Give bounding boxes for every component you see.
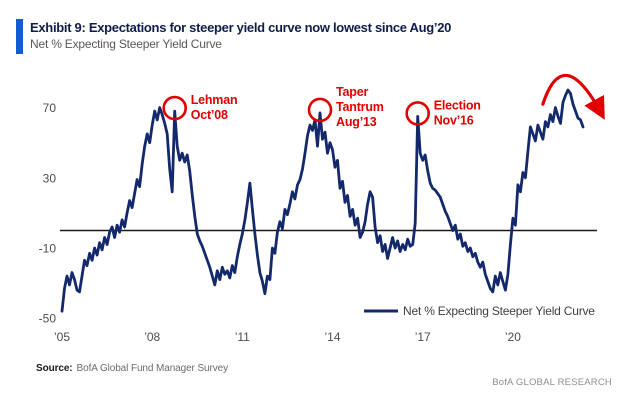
event-circle [405,101,431,126]
event-circle [162,95,187,121]
x-tick-label: ’08 [144,330,160,344]
event-label: Lehman [191,93,238,107]
event-label: Oct’08 [191,108,228,122]
chart-legend: Net % Expecting Steeper Yield Curve [364,304,595,318]
series-line [60,88,585,313]
x-tick-label: ’14 [324,330,340,344]
y-axis-labels: 70 30 -10 -50 [39,101,57,326]
exhibit-title: Exhibit 9: Expectations for steeper yiel… [30,20,452,35]
x-tick-label: ’20 [505,330,521,344]
y-tick-label: -50 [39,312,57,326]
exhibit-header: Exhibit 9: Expectations for steeper yiel… [16,19,451,54]
y-tick-label: -10 [39,242,57,256]
event-circle [307,97,333,123]
y-tick-label: 30 [43,171,57,185]
legend-label: Net % Expecting Steeper Yield Curve [403,304,595,318]
title-block: Exhibit 9: Expectations for steeper yiel… [30,19,451,54]
x-tick-label: ’17 [415,330,431,344]
x-tick-label: ’11 [235,330,250,344]
source-text: BofA Global Fund Manager Survey [76,363,229,374]
branding-text: BofA GLOBAL RESEARCH [492,377,612,388]
event-label: Taper [336,85,368,99]
source-label: Source: [36,363,73,374]
source-row: Source: BofA Global Fund Manager Survey [36,363,228,374]
event-label: Tantrum [336,100,384,114]
x-tick-label: ’05 [54,330,70,344]
event-label: Election [434,98,481,112]
exhibit-subtitle: Net % Expecting Steeper Yield Curve [30,37,222,51]
y-tick-label: 70 [43,101,57,115]
event-label: Nov’16 [434,113,474,127]
x-axis-labels: ’05 ’08 ’11 ’14 ’17 ’20 [54,330,521,344]
accent-bar [16,19,23,54]
event-label: Aug’13 [336,115,377,129]
trend-arrow-icon [541,73,605,120]
